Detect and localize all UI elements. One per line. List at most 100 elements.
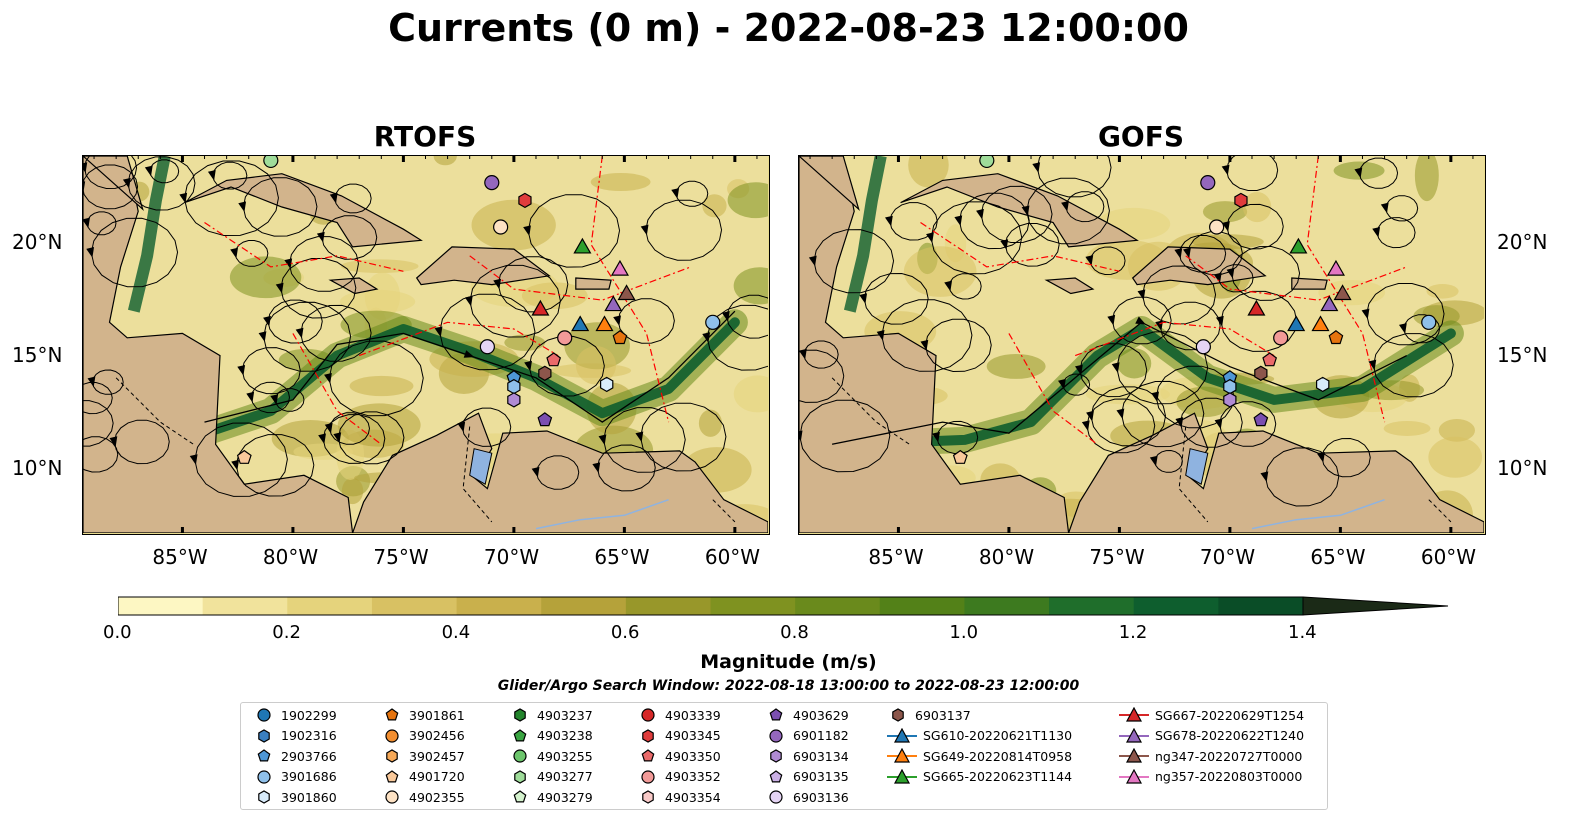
streamline-arrow	[1215, 315, 1224, 327]
legend-entry: 6903134	[765, 747, 849, 765]
figure-title: Currents (0 m) - 2022-08-23 12:00:00	[388, 6, 1189, 50]
streamline-arrow	[237, 365, 246, 376]
streamline-arrow	[1107, 314, 1116, 326]
streamline-arrow	[324, 422, 333, 434]
colorbar-tick-label: 0.2	[272, 622, 301, 643]
legend-label: ng357-20220803T0000	[1155, 769, 1303, 784]
legend-marker	[257, 749, 271, 762]
legend-entry: SG649-20220814T0958	[887, 747, 1072, 765]
streamline-arrow	[1058, 378, 1066, 390]
streamline-arrow	[721, 311, 730, 322]
streamline-arrow	[1354, 167, 1363, 179]
legend-marker	[770, 749, 782, 763]
country-border	[1428, 499, 1452, 523]
streamline-arrow	[87, 376, 96, 388]
legend-symbol	[770, 749, 782, 763]
legend-symbol	[769, 790, 783, 804]
streamline-arrow	[859, 293, 868, 304]
legend-symbol	[513, 749, 527, 763]
legend-symbol	[257, 708, 271, 722]
legend-label: 6903135	[793, 769, 849, 784]
streamline-arrow	[1213, 272, 1222, 284]
float-marker	[1253, 412, 1269, 427]
float-marker	[518, 192, 532, 209]
land-mass	[83, 156, 354, 533]
lake-maracaibo	[1185, 448, 1209, 485]
streamline-arrow	[284, 258, 293, 270]
colorbar-bin	[541, 597, 627, 615]
speed-patch	[1202, 201, 1248, 223]
legend-marker	[892, 708, 904, 722]
legend-entry: 4903345	[637, 727, 721, 745]
colorbar-bin	[371, 597, 458, 615]
yucatan-current	[127, 156, 171, 313]
float-marker	[952, 449, 968, 464]
legend: 1902299 1902316 2903766 3901686 3901860 39018…	[240, 702, 1328, 810]
legend-label: 3902456	[409, 728, 465, 743]
speed-patch	[986, 353, 1046, 379]
streamline-arrow	[1151, 391, 1159, 403]
legend-label: 3902457	[409, 748, 465, 764]
speed-patch	[521, 282, 588, 310]
streamline-arrow	[434, 326, 443, 338]
current-band-core	[199, 317, 740, 439]
river	[535, 498, 669, 530]
speed-patch	[1414, 156, 1439, 202]
eez-boundary	[469, 255, 691, 301]
speed-patch	[229, 256, 302, 299]
legend-label: SG610-20220621T1130	[923, 728, 1073, 743]
streamline-arrow	[318, 433, 326, 445]
legend-label: 1902316	[281, 728, 337, 743]
speed-patch	[1117, 348, 1152, 379]
legend-symbol	[892, 708, 904, 722]
streamline-arrow	[920, 339, 929, 351]
legend-symbol	[769, 769, 783, 782]
float-marker	[979, 156, 995, 169]
legend-entry: 6903137	[887, 706, 971, 724]
legend-entry: 1902299	[253, 706, 337, 724]
legend-symbol	[641, 708, 655, 722]
streamline-arrow	[1116, 408, 1125, 420]
legend-label: 6903136	[793, 789, 849, 805]
streamline-arrow	[592, 462, 601, 473]
legend-symbol	[258, 790, 270, 804]
streamline-arrow	[457, 421, 466, 433]
ytick-right-20n: 20°N	[1497, 230, 1548, 254]
eez-boundary	[920, 222, 1120, 272]
legend-marker	[514, 769, 526, 784]
legend-symbol	[258, 728, 270, 743]
streamline-arrow	[1149, 455, 1158, 467]
colorbar-bin	[202, 597, 288, 615]
eez-boundary	[358, 321, 559, 357]
streamline-arrow	[876, 330, 885, 341]
speed-patch	[727, 182, 768, 219]
colorbar-tick-label: 1.4	[1288, 622, 1317, 643]
legend-entry: 4903350	[637, 747, 721, 765]
float-marker	[507, 392, 521, 408]
streamline-arrow	[263, 315, 271, 327]
legend-label: SG665-20220623T1144	[923, 769, 1073, 784]
legend-marker	[641, 749, 655, 762]
streamline-arrow	[333, 432, 342, 443]
streamline-arrow	[1380, 202, 1389, 214]
legend-entry: 3901861	[381, 706, 465, 724]
legend-label: 6903137	[915, 707, 971, 723]
legend-entry: 4903629	[765, 706, 849, 724]
streamline-arrow	[635, 431, 644, 443]
streamline-arrow	[524, 360, 532, 372]
legend-marker	[258, 728, 270, 743]
glider-marker	[617, 284, 636, 301]
panel-title-gofs: GOFS	[1097, 120, 1185, 153]
xtick-label: 65°W	[1310, 545, 1366, 569]
colorbar-bin	[456, 597, 542, 615]
legend-entry: 2903766	[253, 747, 337, 765]
ytick-left-20n: 20°N	[12, 230, 63, 254]
legend-label: 4903237	[537, 707, 593, 723]
speed-patch	[733, 375, 768, 413]
river	[1251, 498, 1385, 530]
glider-marker	[595, 315, 614, 332]
colorbar-frame	[118, 596, 1304, 616]
legend-entry: 4903279	[509, 788, 593, 806]
streamline-arrow	[1074, 364, 1083, 376]
colorbar-tick-label: 1.2	[1118, 622, 1148, 643]
